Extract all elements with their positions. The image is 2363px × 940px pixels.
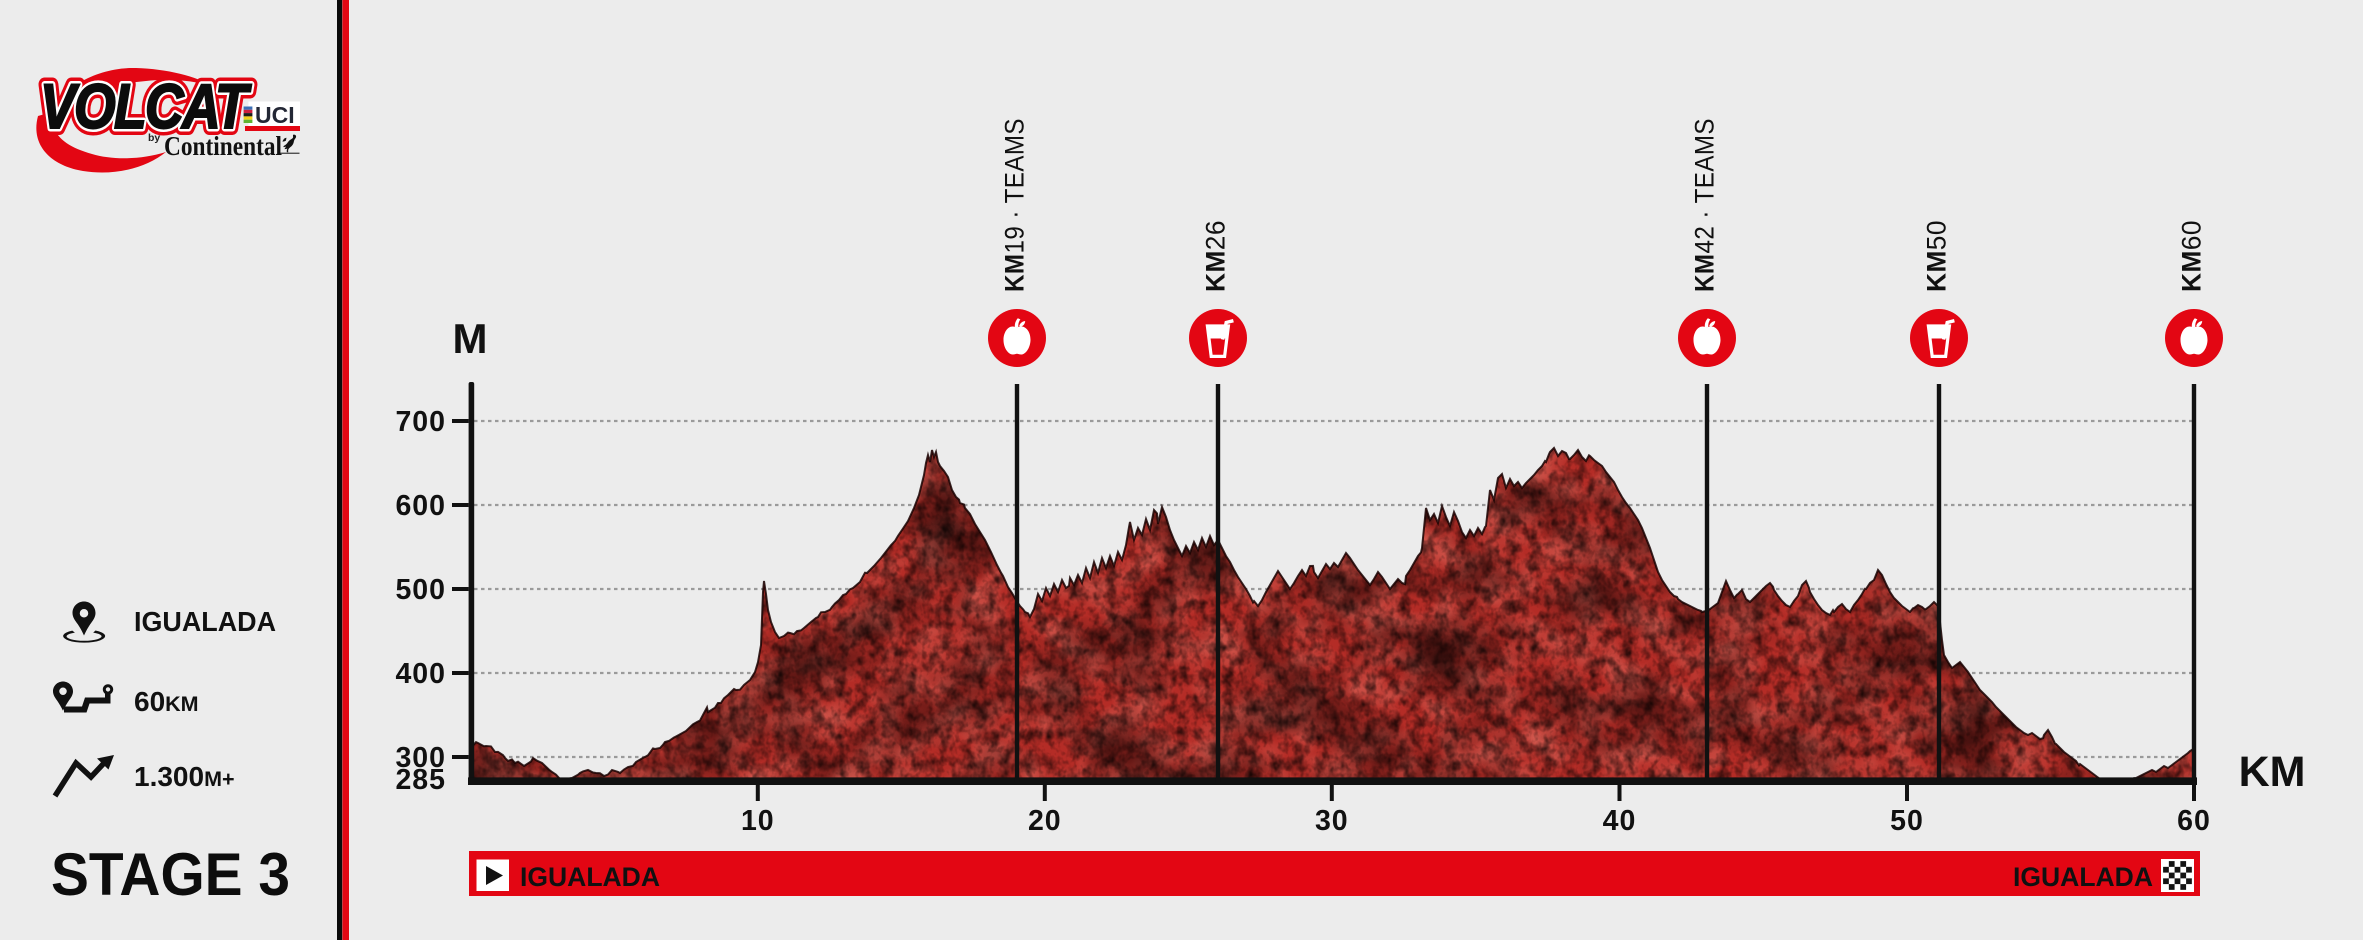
- svg-text:10: 10: [741, 805, 775, 837]
- svg-text:40: 40: [1603, 805, 1637, 837]
- svg-text:50: 50: [1890, 805, 1924, 837]
- svg-text:285: 285: [395, 764, 446, 796]
- svg-text:700: 700: [395, 406, 446, 438]
- svg-text:30: 30: [1315, 805, 1349, 837]
- svg-text:60: 60: [2177, 805, 2211, 837]
- svg-text:600: 600: [395, 490, 446, 522]
- svg-text:500: 500: [395, 574, 446, 606]
- svg-text:VOLCAT: VOLCAT: [40, 72, 252, 142]
- svg-text:VOLCAT: VOLCAT: [40, 72, 252, 142]
- svg-text:KM: KM: [2239, 748, 2306, 796]
- svg-text:KM42 · TEAMS: KM42 · TEAMS: [1690, 118, 1720, 292]
- svg-text:1.300M+: 1.300M+: [134, 761, 235, 792]
- svg-text:KM19 · TEAMS: KM19 · TEAMS: [1000, 118, 1030, 292]
- svg-text:KM50: KM50: [1922, 220, 1952, 292]
- svg-text:20: 20: [1028, 805, 1062, 837]
- svg-text:M: M: [453, 315, 488, 362]
- svg-text:Continental: Continental: [164, 131, 282, 161]
- svg-text:IGUALADA: IGUALADA: [520, 862, 660, 892]
- svg-text:VOLCAT: VOLCAT: [40, 72, 252, 142]
- svg-text:400: 400: [395, 658, 446, 690]
- svg-text:UCI: UCI: [255, 102, 295, 128]
- svg-text:60KM: 60KM: [134, 686, 199, 717]
- svg-text:IGUALADA: IGUALADA: [2013, 862, 2153, 892]
- svg-text:IGUALADA: IGUALADA: [134, 606, 276, 637]
- svg-text:KM60: KM60: [2177, 220, 2207, 292]
- svg-text:by: by: [148, 132, 160, 144]
- svg-text:300: 300: [395, 742, 446, 774]
- svg-text:KM26: KM26: [1201, 220, 1231, 292]
- svg-text:STAGE 3: STAGE 3: [51, 841, 290, 908]
